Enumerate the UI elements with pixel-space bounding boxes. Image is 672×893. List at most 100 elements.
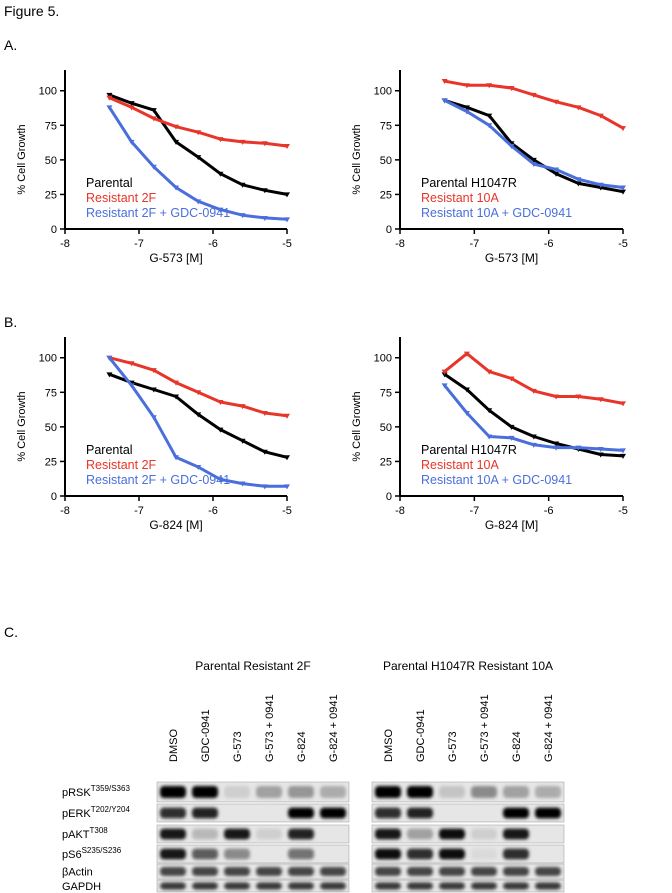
band xyxy=(320,829,346,840)
y-tick-label: 0 xyxy=(386,491,392,503)
panel-label: C. xyxy=(4,624,18,640)
x-axis-label: G-573 [M] xyxy=(149,251,202,265)
y-axis-label: % Cell Growth xyxy=(351,391,363,461)
data-point xyxy=(217,427,224,433)
protein-name: pERK xyxy=(62,808,91,820)
band xyxy=(471,848,497,860)
x-tick-label: -6 xyxy=(208,505,218,517)
data-point xyxy=(128,101,135,107)
lane-label: GDC-0941 xyxy=(200,709,212,762)
band xyxy=(471,808,497,819)
band xyxy=(256,808,282,819)
data-point xyxy=(195,464,202,470)
data-point xyxy=(284,455,290,461)
band xyxy=(288,882,314,890)
data-point xyxy=(530,157,537,163)
data-point xyxy=(261,215,268,221)
data-point xyxy=(530,92,537,98)
data-point xyxy=(508,144,515,150)
band xyxy=(503,882,529,890)
data-point xyxy=(441,372,448,378)
band xyxy=(503,786,529,798)
data-point xyxy=(195,412,202,418)
lane-label: G-824 + 0941 xyxy=(328,694,340,762)
band xyxy=(471,882,497,890)
legend-entry: Parental H1047R xyxy=(421,176,517,190)
band xyxy=(288,786,314,798)
data-point xyxy=(261,188,268,194)
y-axis-label: % Cell Growth xyxy=(16,124,28,194)
data-point xyxy=(261,411,268,417)
band xyxy=(407,848,433,860)
data-point xyxy=(261,449,268,455)
band xyxy=(375,867,401,876)
y-axis-label: % Cell Growth xyxy=(16,391,28,461)
legend-entry: Resistant 10A + GDC-0941 xyxy=(421,473,572,487)
data-point xyxy=(486,408,493,414)
data-point xyxy=(173,455,179,461)
data-point xyxy=(486,113,493,119)
band xyxy=(160,828,186,840)
band xyxy=(256,849,282,860)
band xyxy=(535,786,561,798)
x-tick-label: -6 xyxy=(544,238,554,250)
data-point xyxy=(261,141,268,147)
data-point xyxy=(195,155,202,161)
protein-name: pRSK xyxy=(62,787,91,799)
data-point xyxy=(284,484,290,490)
y-tick-label: 0 xyxy=(51,491,57,503)
band xyxy=(471,828,497,840)
x-tick-label: -8 xyxy=(60,238,70,250)
data-point xyxy=(553,394,560,400)
data-point xyxy=(530,442,537,448)
data-point xyxy=(128,361,135,367)
band xyxy=(535,867,561,876)
lane-label: DMSO xyxy=(168,729,180,762)
x-tick-label: -5 xyxy=(282,238,292,250)
data-point xyxy=(195,130,202,136)
lane-label: G-824 xyxy=(511,731,523,762)
band xyxy=(256,867,282,876)
band xyxy=(439,882,465,890)
band xyxy=(192,867,218,876)
data-point xyxy=(508,424,515,430)
data-point xyxy=(173,139,179,145)
band xyxy=(160,882,186,890)
x-tick-label: -8 xyxy=(395,505,405,517)
data-point xyxy=(173,380,179,386)
band xyxy=(288,807,314,819)
band xyxy=(471,867,497,876)
data-point xyxy=(620,126,626,132)
data-point xyxy=(284,144,290,150)
y-tick-label: 50 xyxy=(380,422,392,434)
data-point xyxy=(441,369,448,375)
data-point xyxy=(239,404,246,410)
data-point xyxy=(553,445,560,451)
x-tick-label: -5 xyxy=(618,505,628,517)
data-point xyxy=(508,141,515,147)
row-label: pRSKT359/S363 xyxy=(62,784,130,799)
data-point xyxy=(106,105,113,111)
group-header: Parental Resistant 2F xyxy=(195,659,310,673)
data-point xyxy=(217,399,224,405)
band xyxy=(535,882,561,890)
data-point xyxy=(150,415,157,421)
data-point xyxy=(620,448,626,454)
y-tick-label: 75 xyxy=(380,387,392,399)
y-tick-label: 75 xyxy=(45,387,57,399)
band xyxy=(224,867,250,876)
band xyxy=(439,828,465,840)
data-point xyxy=(575,445,582,451)
data-point xyxy=(195,390,202,396)
data-point xyxy=(128,105,135,111)
x-tick-label: -6 xyxy=(208,238,218,250)
phospho-site: S235/S236 xyxy=(82,846,122,855)
band xyxy=(535,829,561,840)
row-label: pAKTT308 xyxy=(62,826,108,841)
lane-label: G-824 + 0941 xyxy=(543,694,555,762)
data-point xyxy=(463,105,470,111)
data-point xyxy=(195,199,202,205)
data-point xyxy=(441,98,448,104)
x-tick-label: -7 xyxy=(469,505,479,517)
data-point xyxy=(463,109,470,115)
